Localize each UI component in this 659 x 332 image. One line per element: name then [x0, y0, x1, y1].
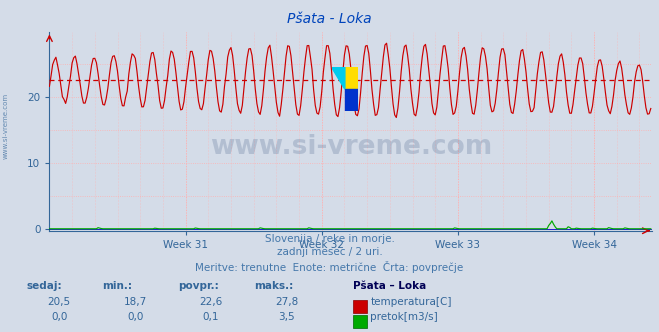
- Text: www.si-vreme.com: www.si-vreme.com: [210, 134, 492, 160]
- Text: www.si-vreme.com: www.si-vreme.com: [2, 93, 9, 159]
- Text: Meritve: trenutne  Enote: metrične  Črta: povprečje: Meritve: trenutne Enote: metrične Črta: …: [195, 261, 464, 273]
- Text: 0,1: 0,1: [202, 312, 219, 322]
- Text: maks.:: maks.:: [254, 281, 293, 290]
- Text: 0,0: 0,0: [127, 312, 143, 322]
- Text: Slovenija / reke in morje.: Slovenija / reke in morje.: [264, 234, 395, 244]
- Text: zadnji mesec / 2 uri.: zadnji mesec / 2 uri.: [277, 247, 382, 257]
- Text: 20,5: 20,5: [47, 297, 71, 307]
- Polygon shape: [345, 67, 358, 89]
- Text: Pšata - Loka: Pšata - Loka: [287, 12, 372, 26]
- Text: temperatura[C]: temperatura[C]: [370, 297, 452, 307]
- Text: min.:: min.:: [102, 281, 132, 290]
- Text: 3,5: 3,5: [278, 312, 295, 322]
- Text: pretok[m3/s]: pretok[m3/s]: [370, 312, 438, 322]
- Text: povpr.:: povpr.:: [178, 281, 219, 290]
- Text: 18,7: 18,7: [123, 297, 147, 307]
- Text: 27,8: 27,8: [275, 297, 299, 307]
- Text: Pšata – Loka: Pšata – Loka: [353, 281, 426, 290]
- Text: sedaj:: sedaj:: [26, 281, 62, 290]
- Text: 22,6: 22,6: [199, 297, 223, 307]
- Text: 0,0: 0,0: [51, 312, 67, 322]
- Polygon shape: [331, 67, 345, 89]
- Polygon shape: [345, 89, 358, 111]
